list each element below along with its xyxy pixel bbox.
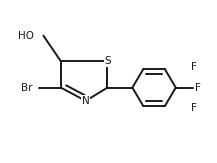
Text: N: N: [82, 96, 90, 106]
Text: HO: HO: [18, 31, 34, 41]
Text: Br: Br: [21, 83, 33, 93]
Text: F: F: [191, 103, 197, 113]
Text: F: F: [191, 62, 197, 72]
Text: F: F: [194, 83, 201, 93]
Text: S: S: [104, 56, 111, 66]
